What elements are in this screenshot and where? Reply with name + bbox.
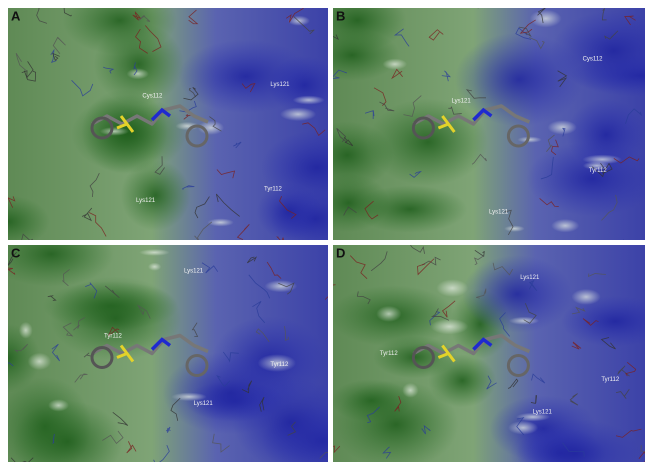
green-surface bbox=[50, 277, 181, 361]
highlight bbox=[402, 383, 418, 398]
residue-label: Cys112 bbox=[142, 94, 163, 100]
highlight bbox=[148, 263, 161, 271]
panel-label: B bbox=[336, 8, 345, 23]
highlight bbox=[436, 279, 468, 297]
residue-label: Lys121 bbox=[270, 82, 290, 88]
panel-body: Lys121 Tyr112 Tyr112 Lys121 bbox=[0, 221, 383, 465]
highlight bbox=[48, 399, 69, 411]
residue-label: Lys121 bbox=[184, 269, 204, 275]
highlight bbox=[376, 306, 401, 322]
residue-label: Lys121 bbox=[136, 198, 156, 204]
highlight bbox=[293, 96, 325, 105]
residue-stick bbox=[454, 0, 478, 8]
green-surface bbox=[368, 99, 488, 186]
residue-label: Cys112 bbox=[583, 57, 604, 63]
panel-label: A bbox=[11, 8, 21, 23]
residue-label: Lys121 bbox=[452, 98, 472, 104]
highlight bbox=[508, 421, 538, 435]
highlight bbox=[431, 319, 469, 335]
highlight bbox=[100, 127, 129, 136]
green-surface bbox=[352, 186, 467, 233]
green-surface bbox=[121, 160, 191, 231]
highlight bbox=[530, 10, 562, 28]
residue-label: Tyr112 bbox=[380, 351, 399, 357]
residue-label: Lys121 bbox=[194, 401, 214, 407]
residue-label: Tyr112 bbox=[270, 362, 289, 368]
highlight bbox=[548, 120, 577, 134]
highlight bbox=[383, 59, 408, 70]
highlight bbox=[280, 107, 316, 121]
panel-label: C bbox=[11, 245, 21, 260]
highlight bbox=[572, 289, 601, 305]
highlight bbox=[139, 249, 170, 256]
green-surface bbox=[334, 380, 459, 465]
residue-label: Tyr112 bbox=[104, 334, 123, 340]
residue-label: Lys121 bbox=[489, 210, 509, 216]
blue-surface bbox=[178, 40, 313, 113]
panel-body: Lys121 Cys112 Lys121 Tyr112 bbox=[301, 0, 649, 251]
residue-label: Tyr112 bbox=[264, 187, 283, 193]
highlight bbox=[288, 16, 310, 26]
panel-body: Cys112 Lys121 Lys121 Tyr112 bbox=[0, 0, 373, 249]
highlight bbox=[551, 219, 579, 232]
green-surface bbox=[71, 95, 186, 173]
panel-body: Lys121 Tyr112 Tyr112 Lys121 bbox=[324, 245, 649, 465]
figure: Cys112Lys121Lys121Tyr112ALys121Cys112Lys… bbox=[0, 0, 649, 465]
residue-label: Lys121 bbox=[533, 410, 553, 416]
residue-label: Tyr112 bbox=[589, 168, 608, 174]
residue-label: Lys121 bbox=[520, 275, 540, 281]
panel: Cys112 Lys121 Lys121 Tyr112 A bbox=[0, 0, 373, 249]
highlight bbox=[509, 317, 539, 325]
highlight bbox=[171, 393, 206, 401]
residue-label: Tyr112 bbox=[601, 377, 620, 383]
blue-surface bbox=[233, 377, 349, 465]
panel: Lys121 Cys112 Lys121 Tyr112 B bbox=[301, 0, 649, 251]
panel-label: D bbox=[336, 245, 345, 260]
highlight bbox=[19, 322, 33, 339]
highlight bbox=[28, 353, 51, 370]
highlight bbox=[504, 225, 525, 231]
highlight bbox=[127, 68, 149, 79]
panel: Lys121 Tyr112 Tyr112 Lys121 D bbox=[324, 245, 649, 465]
panel: Lys121 Tyr112 Tyr112 Lys121 C bbox=[0, 221, 383, 465]
